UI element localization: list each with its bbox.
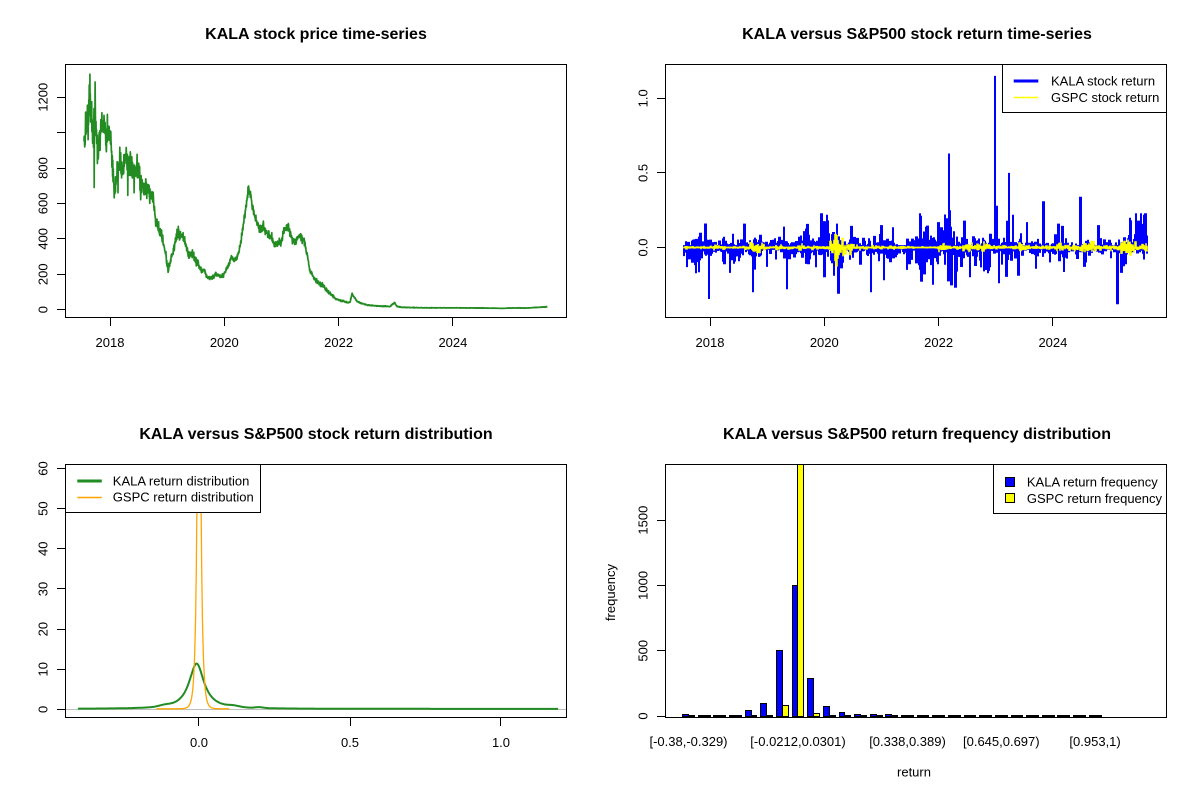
svg-text:0.5: 0.5 bbox=[341, 735, 359, 750]
svg-text:[0.953,1): [0.953,1) bbox=[1069, 734, 1120, 749]
svg-text:return: return bbox=[897, 765, 931, 780]
svg-text:40: 40 bbox=[35, 542, 50, 556]
svg-text:0: 0 bbox=[35, 706, 50, 713]
svg-text:2020: 2020 bbox=[810, 335, 839, 350]
svg-text:0.5: 0.5 bbox=[635, 164, 650, 182]
svg-text:KALA stock return: KALA stock return bbox=[1051, 73, 1155, 88]
svg-text:2024: 2024 bbox=[1038, 335, 1067, 350]
svg-text:[0.645,0.697): [0.645,0.697) bbox=[963, 734, 1040, 749]
svg-text:20: 20 bbox=[35, 622, 50, 636]
svg-text:GSPC return frequency: GSPC return frequency bbox=[1027, 491, 1163, 506]
svg-text:0.0: 0.0 bbox=[635, 238, 650, 256]
svg-text:1.0: 1.0 bbox=[635, 89, 650, 107]
svg-text:1.0: 1.0 bbox=[492, 735, 510, 750]
svg-text:[0.338,0.389): [0.338,0.389) bbox=[869, 734, 946, 749]
svg-text:0.0: 0.0 bbox=[190, 735, 208, 750]
svg-text:0: 0 bbox=[35, 306, 50, 313]
svg-text:KALA return frequency: KALA return frequency bbox=[1027, 475, 1158, 490]
svg-text:500: 500 bbox=[635, 640, 650, 662]
svg-text:2022: 2022 bbox=[324, 335, 353, 350]
svg-text:2024: 2024 bbox=[438, 335, 467, 350]
svg-text:30: 30 bbox=[35, 582, 50, 596]
svg-text:2018: 2018 bbox=[96, 335, 125, 350]
svg-text:800: 800 bbox=[35, 157, 50, 179]
svg-text:GSPC return distribution: GSPC return distribution bbox=[113, 490, 254, 505]
svg-text:0: 0 bbox=[635, 712, 650, 719]
svg-text:[-0.0212,0.0301): [-0.0212,0.0301) bbox=[750, 734, 845, 749]
svg-text:200: 200 bbox=[35, 263, 50, 285]
svg-text:KALA stock price time-series: KALA stock price time-series bbox=[205, 26, 427, 43]
svg-text:50: 50 bbox=[35, 501, 50, 515]
svg-text:2020: 2020 bbox=[210, 335, 239, 350]
svg-text:60: 60 bbox=[35, 461, 50, 475]
svg-text:1200: 1200 bbox=[35, 83, 50, 112]
svg-text:KALA return distribution: KALA return distribution bbox=[113, 474, 250, 489]
svg-text:400: 400 bbox=[35, 228, 50, 250]
svg-text:600: 600 bbox=[35, 193, 50, 215]
svg-text:2018: 2018 bbox=[696, 335, 725, 350]
svg-text:KALA versus S&P500 stock retur: KALA versus S&P500 stock return distribu… bbox=[139, 426, 492, 443]
svg-text:KALA versus S&P500 stock retur: KALA versus S&P500 stock return time-ser… bbox=[742, 26, 1092, 43]
svg-text:frequency: frequency bbox=[603, 563, 618, 621]
svg-text:KALA versus S&P500 return freq: KALA versus S&P500 return frequency dist… bbox=[723, 426, 1111, 443]
svg-text:GSPC stock return: GSPC stock return bbox=[1051, 90, 1159, 105]
svg-text:1000: 1000 bbox=[635, 571, 650, 600]
svg-text:2022: 2022 bbox=[924, 335, 953, 350]
svg-text:[-0.38,-0.329): [-0.38,-0.329) bbox=[649, 734, 727, 749]
svg-text:10: 10 bbox=[35, 662, 50, 676]
svg-text:1500: 1500 bbox=[635, 506, 650, 535]
